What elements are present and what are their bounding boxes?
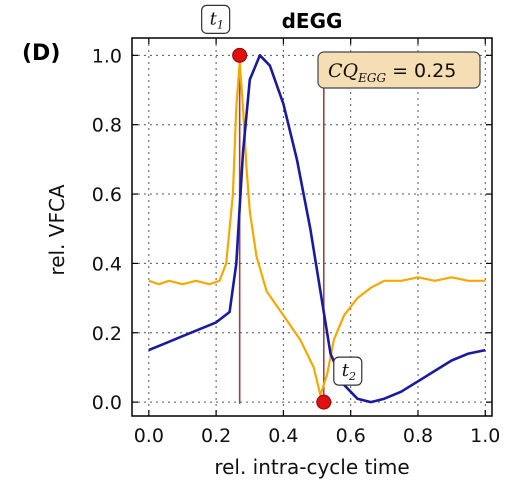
- y-axis-label: rel. VFCA: [45, 184, 69, 276]
- marker-label-letter: t: [342, 360, 350, 381]
- y-tick-label: 0.8: [92, 115, 122, 137]
- vertical-lines: [238, 55, 325, 404]
- marker-label-subscript: 1: [217, 18, 224, 31]
- y-tick-label: 0.4: [92, 253, 122, 275]
- blue-series-line: [148, 53, 486, 404]
- cq-value: = 0.25: [392, 60, 456, 82]
- x-tick-label: 1.0: [470, 425, 500, 447]
- svg-text:CQEGG= 0.25: CQEGG = 0.25: [328, 60, 456, 85]
- y-tick-label: 1.0: [92, 45, 122, 67]
- marker-label-subscript: 2: [348, 370, 356, 383]
- cq-subscript: EGG: [357, 71, 386, 85]
- marker-label-box: [333, 356, 363, 386]
- x-tick-label: 0.0: [134, 425, 164, 447]
- panel-label: (D): [22, 41, 60, 66]
- marker-label-t2: t2: [342, 360, 356, 383]
- annotation-box-background: [317, 51, 481, 89]
- cq-symbol: CQ: [328, 60, 358, 82]
- y-tick-label: 0.6: [92, 184, 122, 206]
- x-tick-label: 0.6: [336, 425, 366, 447]
- marker-point-t1: [232, 47, 248, 63]
- axis-ticks: 0.0 0.2 0.4 0.6 0.8 1.0 0.0 0.2 0.4 0.6 0.8 1.0: [92, 38, 500, 447]
- x-tick-label: 0.8: [403, 425, 433, 447]
- x-tick-label: 0.2: [201, 425, 231, 447]
- orange-series-line: [148, 61, 486, 397]
- marker-label-letter: t: [210, 8, 218, 29]
- chart-title: dEGG: [282, 9, 343, 33]
- plot-frame: [131, 37, 493, 417]
- x-axis-label: rel. intra-cycle time: [214, 455, 409, 479]
- marker-label-box: [201, 4, 231, 34]
- y-tick-label: 0.2: [92, 323, 122, 345]
- grid: [132, 38, 492, 416]
- marker-label-t1: t1: [210, 8, 224, 31]
- x-tick-label: 0.4: [268, 425, 298, 447]
- cq-annotation-box: CQEGG = 0.25: [317, 51, 481, 89]
- y-tick-label: 0.0: [92, 392, 122, 414]
- marker-point-t2: [316, 394, 332, 410]
- series-lines: [148, 53, 486, 404]
